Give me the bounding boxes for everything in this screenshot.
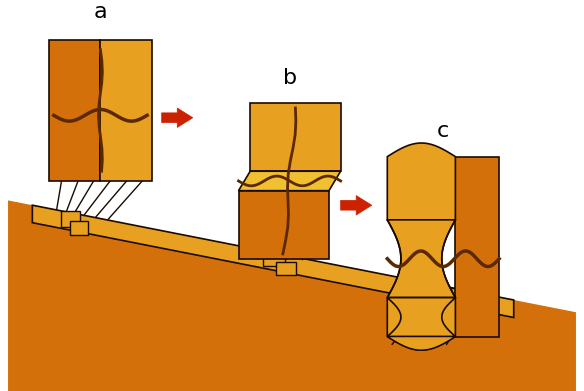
Polygon shape [70, 221, 88, 235]
Polygon shape [441, 287, 464, 303]
Polygon shape [456, 157, 499, 337]
Polygon shape [100, 40, 152, 181]
Polygon shape [387, 220, 456, 298]
Polygon shape [162, 108, 193, 127]
Text: c: c [437, 121, 449, 141]
Polygon shape [263, 250, 285, 266]
Polygon shape [32, 205, 514, 317]
Polygon shape [250, 103, 340, 171]
Polygon shape [49, 40, 100, 181]
Text: a: a [93, 2, 107, 22]
Polygon shape [387, 143, 456, 220]
Text: b: b [283, 68, 297, 88]
Polygon shape [61, 212, 80, 227]
Polygon shape [276, 262, 296, 275]
Polygon shape [238, 171, 340, 191]
Polygon shape [387, 337, 456, 350]
Polygon shape [340, 196, 372, 215]
Polygon shape [238, 191, 329, 259]
Polygon shape [387, 298, 456, 337]
Polygon shape [456, 299, 478, 313]
Polygon shape [387, 298, 456, 350]
Polygon shape [8, 201, 576, 391]
